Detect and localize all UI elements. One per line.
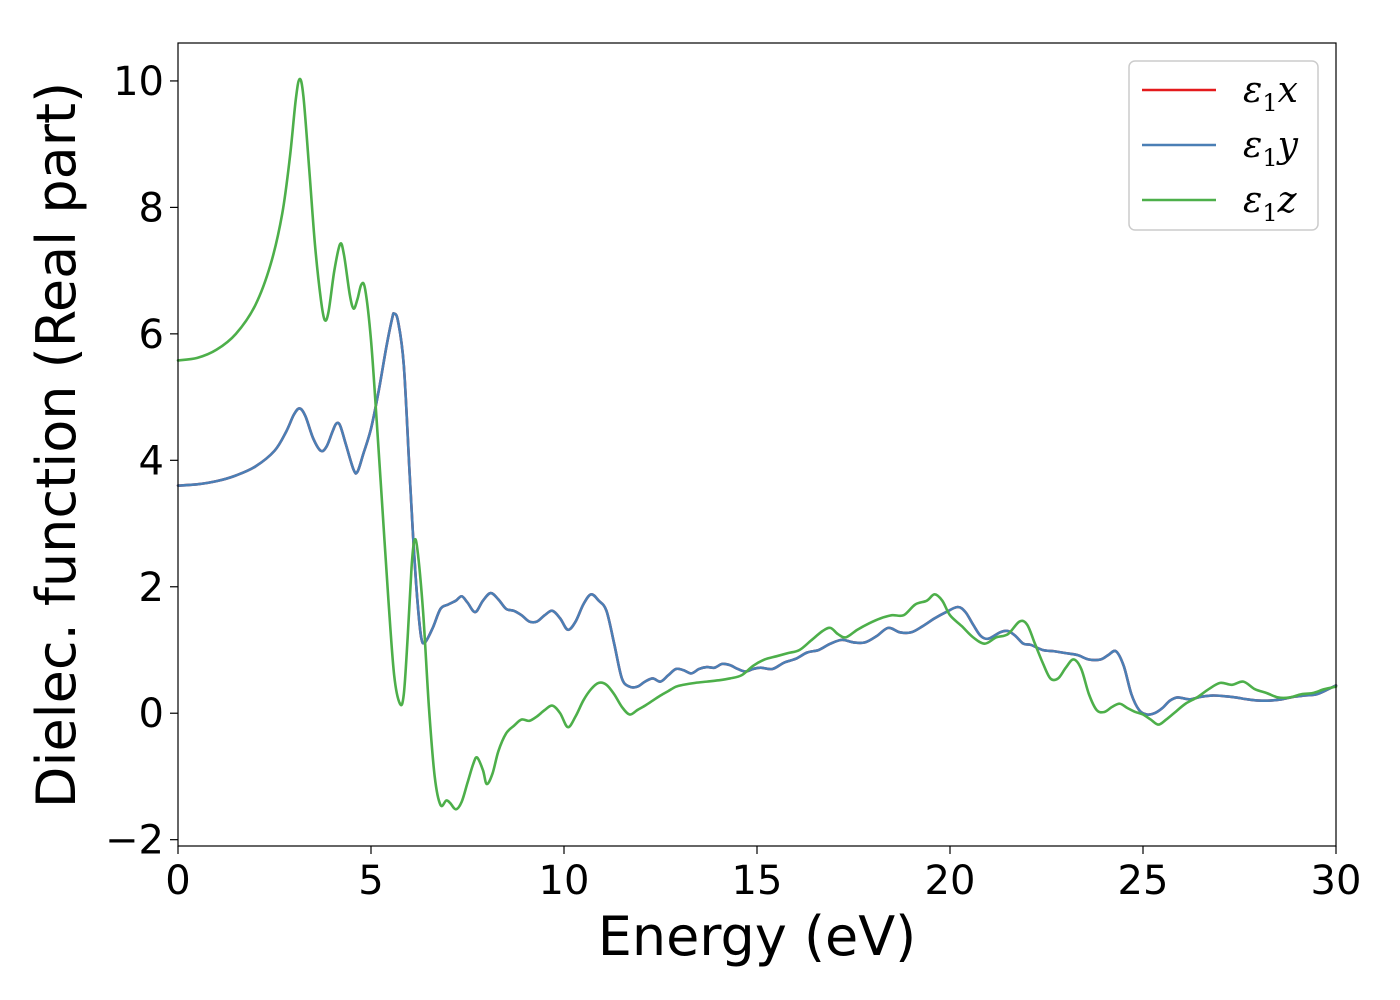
x-axis-label: Energy (eV) [598, 905, 917, 968]
y-tick-label: 2 [139, 565, 164, 611]
legend-subscript: 1 [1262, 199, 1277, 227]
y-tick-label: 10 [113, 59, 164, 105]
legend-label-y: ε1y [1243, 125, 1299, 172]
y-tick-label: 8 [139, 185, 164, 231]
x-tick-label: 30 [1311, 858, 1362, 904]
y-tick-label: 0 [139, 691, 164, 737]
legend-symbol: ε [1243, 125, 1262, 166]
y-tick-label: 4 [139, 438, 164, 484]
y-axis: −2 0 2 4 6 8 10 [105, 59, 178, 864]
legend-symbol: ε [1243, 180, 1262, 221]
legend-symbol: ε [1243, 70, 1262, 111]
legend-subscript: 1 [1262, 89, 1277, 117]
y-tick-label: −2 [105, 818, 164, 864]
x-tick-label: 20 [925, 858, 976, 904]
legend-subscript: 1 [1262, 144, 1277, 172]
legend-label-z: ε1z [1243, 180, 1298, 227]
x-tick-label: 5 [358, 858, 383, 904]
legend-label-x: ε1x [1243, 70, 1298, 117]
series-layer [176, 77, 1338, 811]
series-line-y [176, 312, 1338, 716]
x-tick-label: 0 [165, 858, 190, 904]
x-tick-label: 25 [1118, 858, 1169, 904]
x-tick-label: 10 [539, 858, 590, 904]
x-axis: 0 5 10 15 20 25 30 [165, 846, 1361, 904]
legend-variable: z [1277, 180, 1298, 221]
series-line-z [176, 77, 1338, 811]
legend-variable: x [1278, 70, 1298, 111]
y-axis-label: Dielec. function (Real part) [25, 82, 88, 808]
legend-box [1128, 60, 1319, 231]
x-tick-label: 15 [732, 858, 783, 904]
y-tick-label: 6 [139, 312, 164, 358]
legend-variable: y [1276, 125, 1299, 166]
